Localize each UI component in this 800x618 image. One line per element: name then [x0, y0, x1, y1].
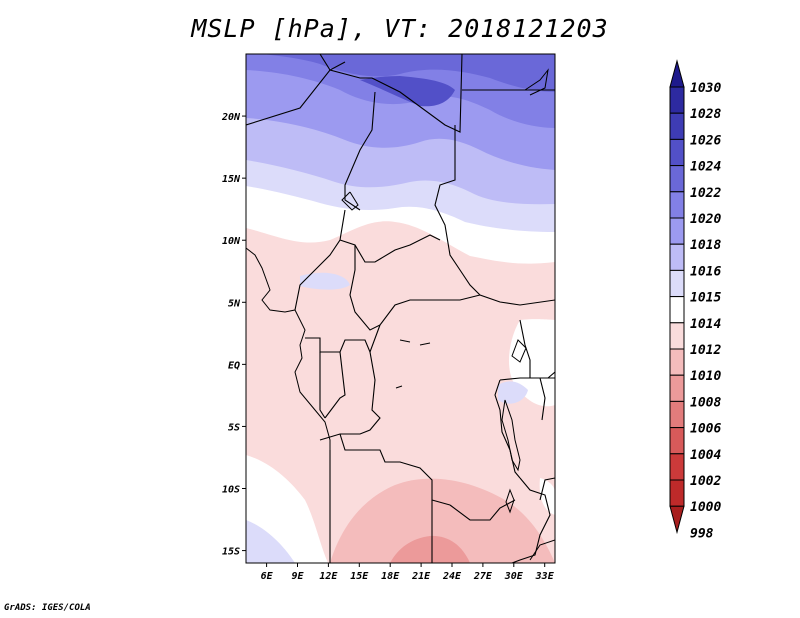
lon-label: 15E — [350, 571, 369, 582]
lon-label: 6E — [261, 571, 274, 582]
colorbar-swatch — [669, 374, 685, 402]
colorbar-swatch — [669, 243, 685, 271]
colorbar-swatch — [669, 165, 685, 193]
colorbar-swatch — [669, 427, 685, 455]
colorbar-label: 1015 — [690, 291, 721, 306]
colorbar-bottom-arrow — [669, 505, 685, 535]
lon-label: 24E — [442, 571, 462, 582]
colorbar-swatch — [669, 112, 685, 140]
footer-credit: GrADS: IGES/COLA — [4, 603, 91, 613]
colorbar-label: 1010 — [690, 369, 721, 384]
longitude-axis: 6E 9E 12E 15E 18E 21E 24E 27E 30E 33E — [261, 563, 555, 582]
lat-label: 15S — [222, 547, 240, 558]
colorbar-label: 1020 — [690, 212, 721, 227]
colorbar-swatch — [669, 269, 685, 298]
lat-label: 5S — [228, 422, 240, 433]
colorbar-label: 1004 — [690, 448, 721, 463]
colorbar-label: 998 — [690, 526, 714, 541]
colorbar-label: 1022 — [690, 186, 721, 201]
pressure-field — [246, 54, 555, 563]
map-title: MSLP [hPa], VT: 2018121203 — [191, 14, 609, 43]
colorbar-label: 1030 — [690, 81, 721, 96]
lon-label: 30E — [504, 571, 524, 582]
lat-label: EQ — [228, 360, 240, 371]
coastlines — [246, 68, 555, 561]
colorbar-label: 1000 — [690, 500, 721, 515]
colorbar-swatch — [669, 348, 685, 376]
colorbar-label: 1002 — [690, 474, 721, 489]
lat-label: 10N — [222, 236, 241, 247]
colorbar-swatch — [669, 296, 685, 324]
colorbar-swatch — [669, 479, 685, 507]
colorbar-label: 1026 — [690, 133, 721, 148]
latitude-axis: 20N 15N 10N 5N EQ 5S 10S 15S — [221, 112, 246, 558]
lon-label: 21E — [411, 571, 431, 582]
lat-label: 15N — [222, 174, 241, 185]
colorbar-top-arrow — [669, 59, 685, 88]
lon-label: 27E — [473, 571, 493, 582]
colorbar-swatch — [669, 322, 685, 350]
lat-label: 20N — [221, 112, 241, 123]
colorbar-swatch — [669, 217, 685, 245]
lon-label: 12E — [319, 571, 338, 582]
colorbar-label: 1024 — [690, 160, 721, 175]
colorbar-label: 1018 — [690, 238, 721, 253]
colorbar-swatch — [669, 191, 685, 219]
lon-label: 9E — [291, 571, 304, 582]
colorbar: 1030 1028 1026 1024 1022 1020 1018 1016 1015 1014… — [669, 59, 721, 541]
colorbar-label: 1006 — [690, 422, 721, 437]
colorbar-swatch — [669, 453, 685, 481]
lat-label: 10S — [222, 485, 240, 496]
colorbar-swatch — [669, 138, 685, 167]
lon-label: 33E — [535, 571, 555, 582]
lat-label: 5N — [228, 298, 241, 309]
country-borders — [246, 54, 555, 563]
colorbar-label: 1014 — [690, 317, 721, 332]
colorbar-label: 1016 — [690, 264, 721, 279]
colorbar-label: 1012 — [690, 343, 721, 358]
map-frame — [245, 53, 556, 564]
lon-label: 18E — [381, 571, 400, 582]
colorbar-label: 1028 — [690, 107, 721, 122]
colorbar-swatch — [669, 86, 685, 114]
colorbar-label: 1008 — [690, 395, 721, 410]
colorbar-swatch — [669, 400, 685, 429]
